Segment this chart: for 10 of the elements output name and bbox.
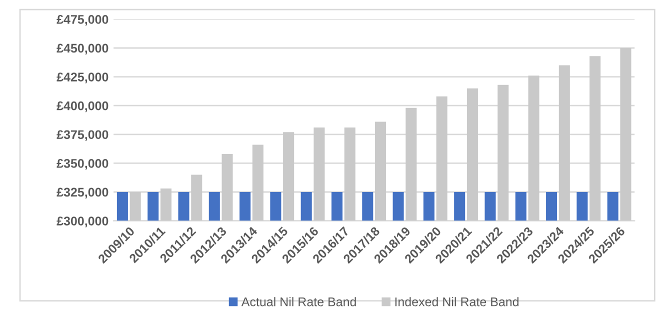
y-tick-label: £350,000 (56, 159, 108, 170)
legend-label: Actual Nil Rate Band (241, 297, 356, 306)
y-tick-label: £375,000 (56, 130, 108, 141)
y-tick-label: £400,000 (56, 101, 108, 112)
legend-label: Indexed Nil Rate Band (395, 297, 518, 306)
y-tick-label: £300,000 (56, 216, 108, 228)
y-tick-label: £475,000 (56, 15, 108, 26)
y-tick-label: £425,000 (56, 72, 108, 84)
y-tick-label: £325,000 (56, 188, 108, 198)
y-tick-label: £450,000 (56, 44, 108, 54)
